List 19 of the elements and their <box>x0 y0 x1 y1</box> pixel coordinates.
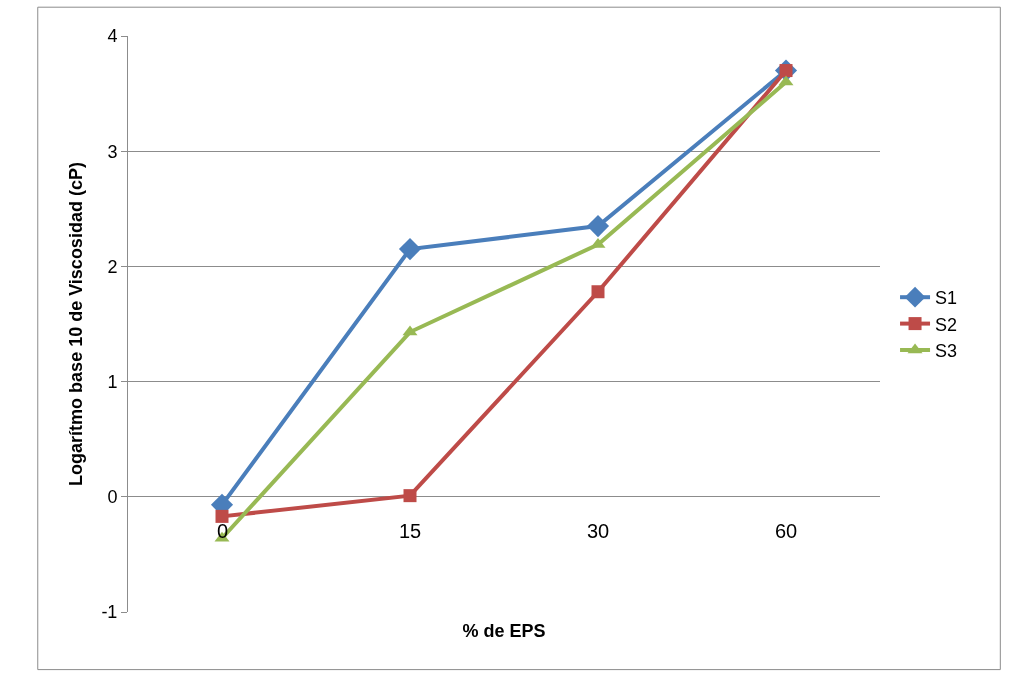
x-tick-label: 15 <box>399 520 422 542</box>
point <box>403 489 417 503</box>
x-tick-label: 60 <box>775 520 798 542</box>
x-tick-label: 30 <box>587 520 610 542</box>
y-tick-label: 2 <box>107 256 118 277</box>
y-tick-label: -1 <box>101 602 118 623</box>
point <box>591 285 605 299</box>
y-axis-title: Logarítmo base 10 de Viscosidad (cP) <box>65 162 86 486</box>
y-tick-label: 3 <box>107 141 118 162</box>
legend-label: S2 <box>935 314 958 335</box>
legend-label: S1 <box>935 288 958 309</box>
legend-label: S3 <box>935 341 958 362</box>
y-tick-label: 4 <box>107 26 118 47</box>
point <box>398 238 422 261</box>
y-tick-label: 1 <box>107 371 118 392</box>
point <box>215 509 229 523</box>
x-axis-title: % de EPS <box>462 621 546 642</box>
point <box>586 215 610 238</box>
y-tick-label: 0 <box>107 487 118 508</box>
